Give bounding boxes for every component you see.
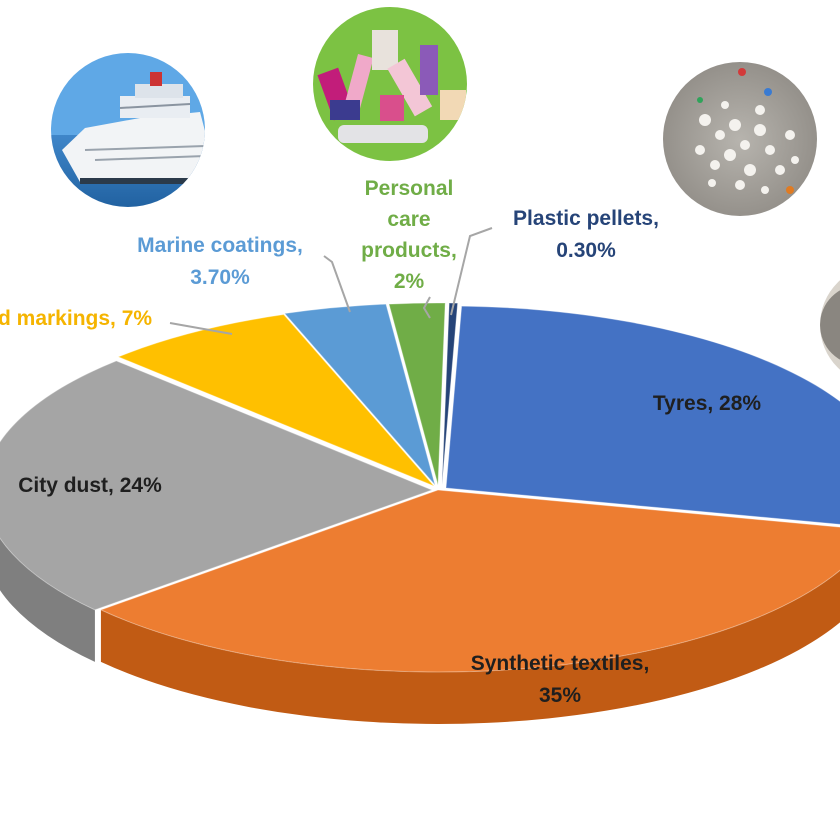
pie-slice-textiles xyxy=(99,489,840,673)
pie-side-textiles xyxy=(100,570,840,724)
data-label-line: 2% xyxy=(394,270,425,293)
data-label-line: 3.70% xyxy=(190,266,250,289)
data-label-line: Plastic pellets, xyxy=(513,207,659,230)
data-label-line: 0.30% xyxy=(556,239,616,262)
data-label-textiles: Synthetic textiles, 35% xyxy=(471,652,650,707)
data-label-line: Tyres, 28% xyxy=(653,392,762,415)
pie-slice-road xyxy=(116,314,435,487)
leader-line-pellets xyxy=(450,227,493,316)
pie-side-dust xyxy=(0,538,95,662)
leader-line-marine xyxy=(323,255,351,313)
data-label-care: Personal care products, 2% xyxy=(361,177,457,293)
data-label-line: care xyxy=(387,208,430,231)
data-label-line: Personal xyxy=(365,177,454,200)
data-label-line: products, xyxy=(361,239,457,262)
data-label-road: d markings, 7% xyxy=(0,307,152,330)
pie-slice-tyres xyxy=(445,305,840,525)
pie-slice-dust xyxy=(0,360,434,611)
data-label-line: Marine coatings, xyxy=(137,234,303,257)
pie-tops xyxy=(0,302,840,673)
personal-care-photo xyxy=(313,7,467,161)
data-label-line: 35% xyxy=(539,684,581,707)
pie-slice-care xyxy=(388,302,446,486)
data-label-tyres: Tyres, 28% xyxy=(653,392,762,415)
pie-sides xyxy=(0,538,840,724)
tyre-photo xyxy=(820,265,840,385)
data-label-pellets: Plastic pellets, 0.30% xyxy=(513,207,659,262)
pie-slice-marine xyxy=(283,303,436,486)
data-label-dust: City dust, 24% xyxy=(18,474,162,497)
data-label-line: City dust, 24% xyxy=(18,474,162,497)
pie-labels: Tyres, 28% Synthetic textiles, 35% City dus… xyxy=(0,177,761,707)
leader-line-care xyxy=(422,296,431,319)
ship-photo xyxy=(51,53,205,207)
data-label-marine: Marine coatings, 3.70% xyxy=(137,234,303,289)
data-label-line: d markings, 7% xyxy=(0,307,152,330)
pie-leaders xyxy=(169,227,493,335)
plastic-pellets-photo xyxy=(663,62,817,216)
data-label-line: Synthetic textiles, xyxy=(471,652,650,675)
leader-line-road xyxy=(169,322,233,335)
